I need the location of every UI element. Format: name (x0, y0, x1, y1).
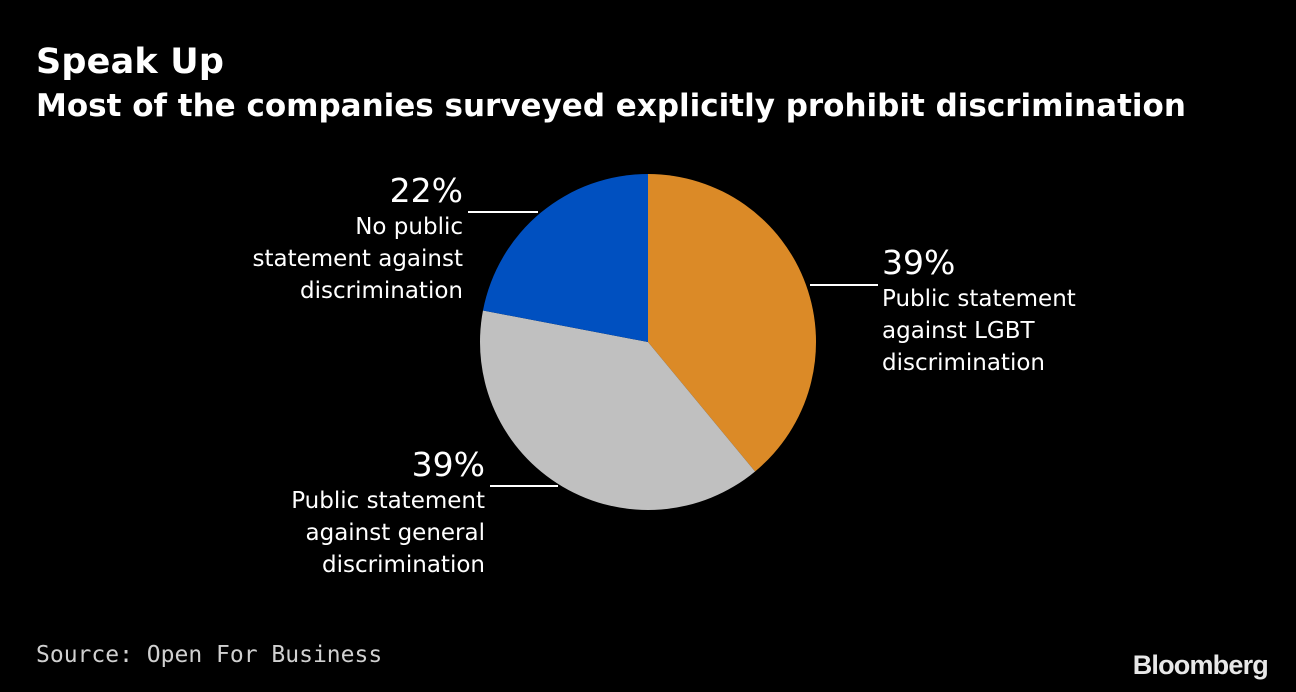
slice-label-general: 39% Public statement against general dis… (225, 445, 485, 581)
slice-label-lgbt: 39% Public statement against LGBT discri… (882, 243, 1142, 379)
chart-subtitle: Most of the companies surveyed explicitl… (36, 88, 1186, 124)
source-note: Source: Open For Business (36, 642, 383, 668)
slice-percent-general: 39% (411, 445, 485, 484)
pie-slice-general (480, 310, 756, 511)
pie-slice-lgbt (648, 174, 817, 472)
chart-title: Speak Up (36, 42, 225, 82)
bloomberg-logo: Bloomberg (1132, 650, 1269, 680)
slice-percent-lgbt: 39% (882, 243, 956, 282)
leader-lines (468, 211, 878, 487)
slice-description-general: Public statement against general discrim… (291, 488, 485, 578)
slice-percent-none: 22% (389, 171, 463, 210)
slice-description-none: No public statement against discriminati… (252, 214, 463, 304)
slice-description-lgbt: Public statement against LGBT discrimina… (882, 286, 1076, 376)
pie-slice-none (482, 174, 648, 342)
slice-label-none: 22% No public statement against discrimi… (203, 171, 463, 307)
pie-slices (480, 174, 817, 511)
